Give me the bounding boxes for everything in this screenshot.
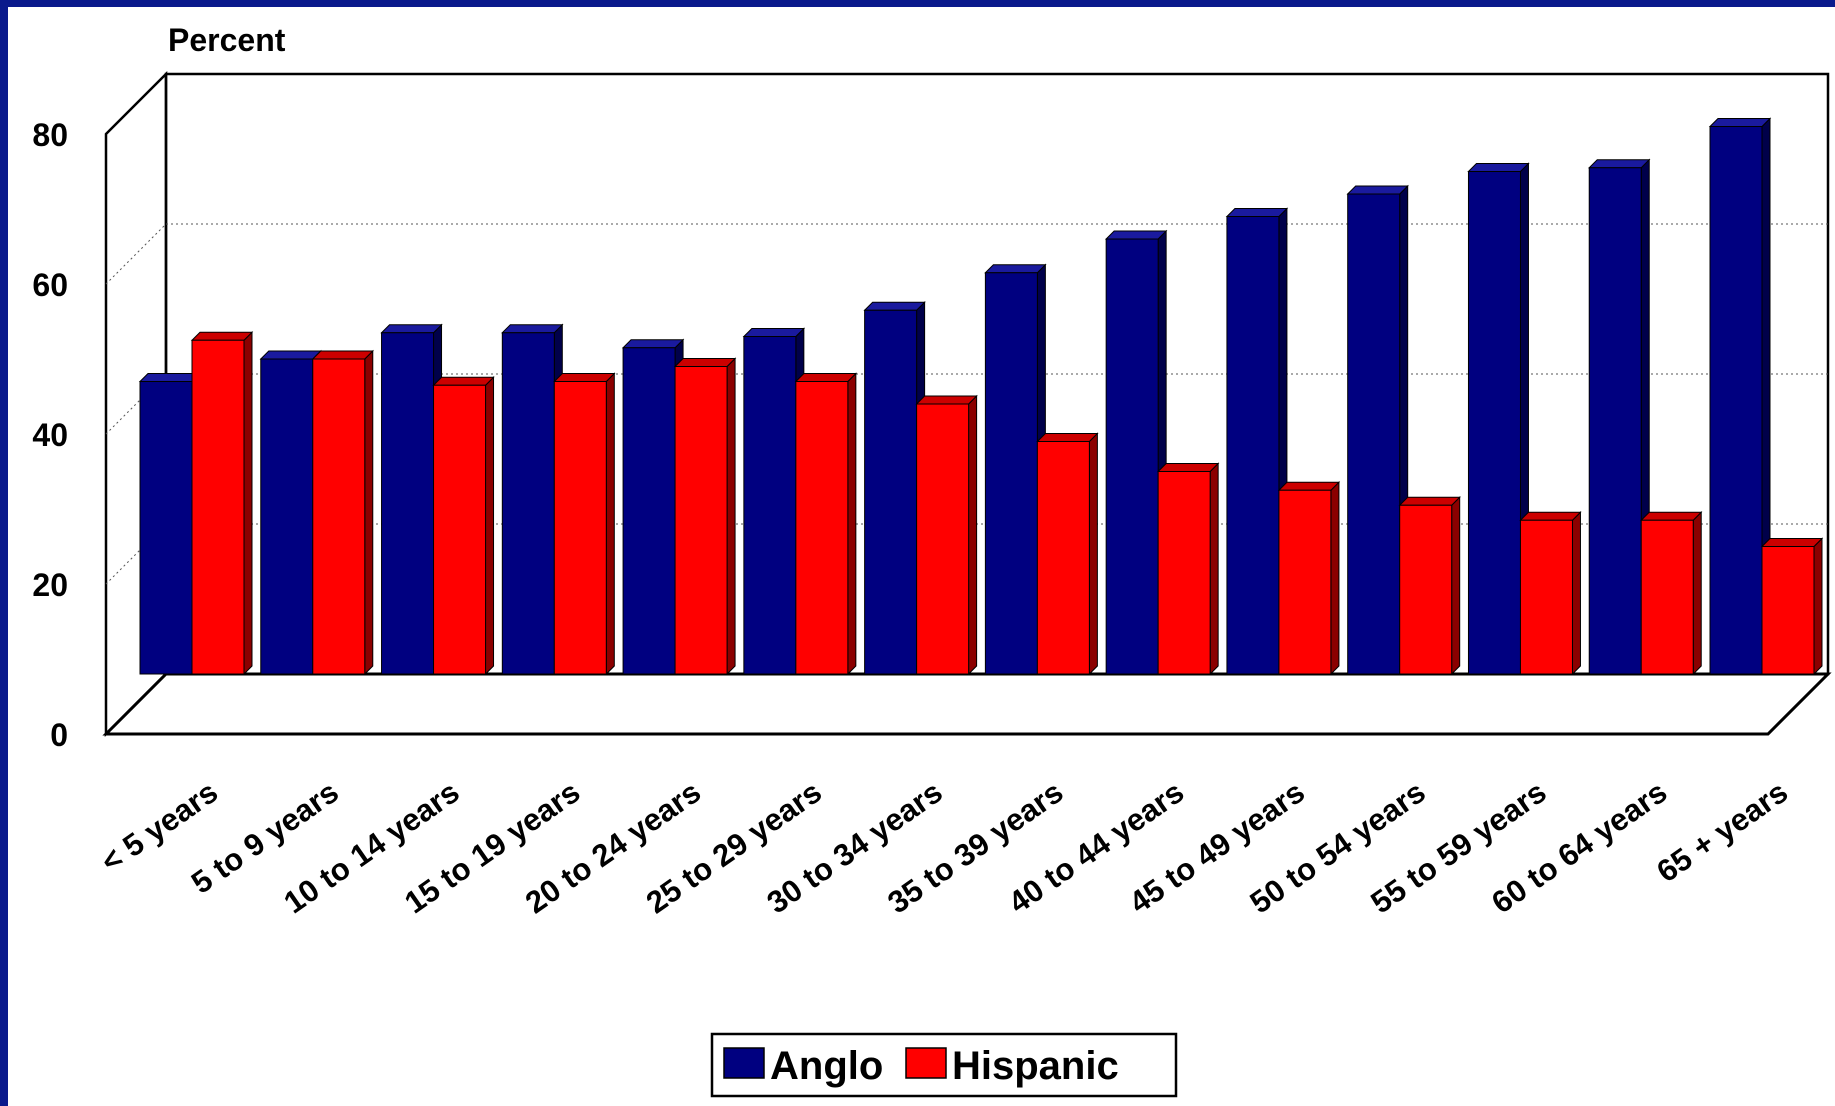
bar-top [1277, 481, 1341, 491]
bar-side [605, 372, 615, 676]
bar-hispanic [191, 339, 245, 675]
bar-top [673, 358, 737, 367]
bar-anglo [1347, 193, 1401, 675]
y-tick-label: 20 [32, 567, 68, 603]
bar-top [1346, 185, 1409, 195]
bar-anglo [260, 358, 314, 675]
bar-top [1104, 230, 1168, 240]
bar-top [1588, 159, 1651, 169]
bar-top [984, 264, 1047, 274]
bar-side [1209, 462, 1219, 676]
bar-hispanic [1157, 471, 1211, 675]
bar-side [968, 394, 978, 676]
bar-top [1398, 496, 1461, 506]
bar-hispanic [433, 384, 487, 675]
bar-hispanic [795, 381, 849, 675]
bar-side [485, 376, 495, 676]
bar-anglo [984, 272, 1038, 675]
bar-anglo [864, 309, 918, 675]
bar-top [863, 301, 926, 311]
bar-hispanic [1278, 489, 1332, 675]
bar-anglo [1588, 167, 1642, 675]
bar-top [432, 376, 495, 386]
bar-anglo [743, 336, 797, 675]
legend-swatch [723, 1047, 765, 1079]
bar-anglo [1105, 238, 1159, 675]
y-tick-label: 40 [32, 417, 68, 453]
bar-side [243, 331, 253, 676]
floor [102, 672, 1832, 736]
bar-top [1640, 511, 1703, 521]
bar-top [190, 331, 254, 341]
bar-top [742, 328, 806, 337]
bar-top [311, 350, 374, 360]
bar-side [1692, 511, 1702, 676]
bar-anglo [622, 347, 676, 675]
bar-hispanic [916, 403, 970, 675]
bar-top [259, 350, 322, 360]
bar-side [847, 372, 857, 676]
bar-hispanic [1519, 519, 1573, 675]
y-axis-label: Percent [168, 22, 286, 58]
legend-swatch [905, 1047, 947, 1079]
gridline-side [105, 223, 167, 285]
bar-anglo [1226, 216, 1280, 675]
bar-top [621, 339, 685, 349]
bar-top [794, 373, 858, 382]
bar-side [726, 357, 736, 676]
bar-hispanic [1640, 519, 1694, 675]
bar-top [138, 373, 202, 382]
bar-top [915, 395, 978, 405]
legend-label: Hispanic [952, 1044, 1119, 1088]
bar-hispanic [1761, 546, 1815, 675]
bar-top [1156, 463, 1220, 472]
chart-frame: Percent 0 20 40 60 80 < 5 years 5 to 9 years 10… [8, 7, 1835, 1106]
bar-hispanic [1036, 441, 1090, 675]
bar-top [1467, 163, 1530, 172]
bar-anglo [501, 332, 555, 675]
bar-side [1330, 481, 1340, 676]
bar-hispanic [312, 358, 366, 675]
bar-anglo [139, 381, 193, 675]
bar-side [1088, 432, 1098, 676]
bar-anglo [1467, 171, 1521, 675]
legend-label: Anglo [770, 1044, 883, 1088]
x-tick-label: 65 + years [1650, 774, 1794, 889]
bar-top [501, 324, 564, 334]
bar-top [1225, 208, 1289, 217]
bar-hispanic [674, 366, 728, 675]
bar-side [1451, 496, 1461, 676]
bar-side [1813, 537, 1823, 676]
bar-side [364, 349, 374, 676]
bar-top [1708, 118, 1772, 127]
bar-top [1519, 511, 1582, 521]
y-tick-label: 80 [32, 117, 68, 153]
y-tick-label: 0 [50, 717, 68, 753]
y-tick-label: 60 [32, 267, 68, 303]
bar-top [553, 373, 616, 382]
bar-hispanic [553, 381, 607, 675]
bar-hispanic [1399, 504, 1453, 675]
bar-anglo [381, 332, 435, 675]
bar-top [1760, 538, 1824, 547]
bar-top [1036, 433, 1099, 442]
bar-anglo [1709, 126, 1763, 675]
bar-top [380, 324, 443, 334]
bar-side [1571, 511, 1581, 676]
